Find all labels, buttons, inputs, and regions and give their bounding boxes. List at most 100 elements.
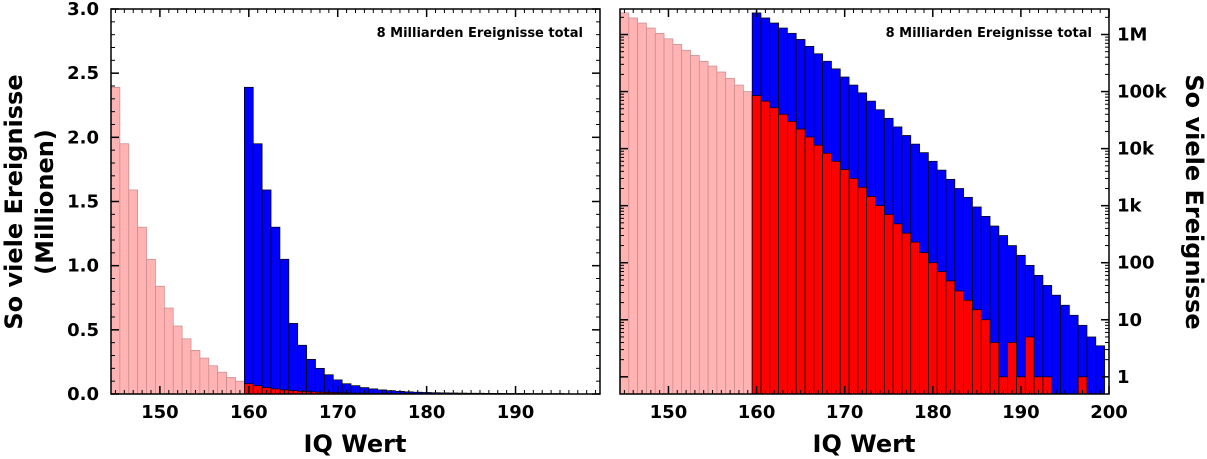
log-bar-178-2	[910, 241, 920, 395]
log-bar-163-2	[778, 113, 788, 395]
log-bar-173-2	[866, 196, 876, 395]
linear-bar-162-1	[261, 189, 272, 395]
log-bar-156-0	[716, 71, 727, 395]
linear-x-axis-label: IQ Wert	[304, 430, 407, 458]
log-bar-194-1	[1051, 294, 1061, 395]
log-bar-170-2	[839, 169, 850, 395]
log-bar-169-2	[831, 160, 841, 395]
linear-bar-161-1	[252, 143, 263, 395]
linear-histogram-panel: 150 160 170 180 190 0.0 0.5 1.0 1.5 2.0 2.5 3.0 8 M…	[0, 0, 601, 458]
log-bar-147-0	[637, 22, 647, 395]
log-bar-196-1	[1068, 314, 1079, 395]
log-bar-180-2	[928, 262, 938, 395]
linear-axis-ticks: 150 160 170 180 190 0.0 0.5 1.0 1.5 2.0 2.5 3.0	[67, 0, 600, 423]
log-bar-155-0	[707, 65, 718, 395]
linear-bar-145-0	[110, 86, 121, 395]
log-bar-175-2	[883, 214, 894, 395]
log-x-tick-label: 150	[650, 402, 688, 423]
log-bar-171-2	[848, 178, 859, 395]
log-total-annotation: 8 Milliarden Ereignisse total	[886, 26, 1092, 41]
log-bar-149-0	[654, 32, 665, 395]
log-bar-190-1	[1016, 254, 1026, 395]
log-bar-174-2	[875, 205, 885, 395]
log-bar-166-2	[804, 136, 815, 395]
linear-y-tick-label: 1.5	[67, 192, 99, 213]
log-bar-198-1	[1086, 336, 1097, 395]
log-y-axis-label: So viele Ereignisse	[1180, 74, 1207, 329]
linear-y-axis-unit-label: (Millionen)	[31, 129, 59, 275]
linear-bar-156-0	[208, 365, 219, 395]
log-bar-157-0	[725, 78, 735, 395]
log-bar-191-2	[1024, 336, 1035, 395]
linear-bar-148-0	[137, 226, 147, 395]
log-bar-160-2	[751, 95, 762, 395]
log-x-tick-label: 190	[1002, 402, 1040, 423]
log-bar-192-1	[1033, 275, 1044, 395]
log-bar-181-2	[936, 271, 947, 395]
linear-bar-149-0	[146, 258, 156, 395]
linear-bar-152-0	[172, 325, 183, 395]
linear-x-tick-label: 170	[319, 402, 357, 423]
log-x-tick-label: 160	[738, 402, 776, 423]
linear-bar-151-0	[164, 307, 174, 395]
linear-x-tick-label: 160	[230, 402, 268, 423]
linear-bar-146-0	[119, 143, 130, 395]
linear-x-tick-label: 190	[497, 402, 535, 423]
log-bar-146-0	[628, 17, 638, 395]
log-y-tick-label: 100k	[1117, 82, 1168, 103]
linear-bar-164-1	[279, 258, 290, 395]
linear-plot-frame	[110, 8, 601, 395]
linear-y-tick-label: 3.0	[67, 0, 99, 20]
log-bar-187-2	[989, 342, 1000, 395]
log-bar-189-2	[1007, 342, 1017, 395]
linear-bar-147-0	[128, 189, 139, 395]
log-bar-184-2	[963, 299, 973, 395]
log-bar-195-1	[1060, 304, 1070, 395]
log-bar-177-2	[901, 232, 912, 395]
log-bar-159-0	[742, 91, 753, 395]
log-bar-161-2	[760, 100, 771, 395]
log-histogram-panel: 150 160 170 180 190 200 1 10 100 1k 10k 100k 1M 8 Mi…	[619, 8, 1207, 458]
log-histogram-bars	[619, 12, 1105, 395]
log-bar-162-2	[769, 107, 779, 395]
log-bar-158-0	[734, 84, 744, 395]
linear-bar-163-1	[270, 226, 281, 395]
log-bar-185-2	[972, 309, 982, 395]
log-bar-179-2	[919, 252, 929, 395]
log-bar-172-2	[857, 186, 868, 395]
log-x-tick-label: 200	[1090, 402, 1128, 423]
log-bar-176-2	[892, 223, 903, 395]
log-bar-152-0	[681, 49, 691, 395]
log-bar-167-2	[813, 144, 824, 395]
log-bar-150-0	[663, 38, 674, 395]
linear-bar-160-1	[244, 86, 254, 395]
log-bar-154-0	[698, 60, 709, 395]
log-bar-165-2	[795, 128, 806, 395]
linear-y-tick-label: 1.0	[67, 256, 99, 277]
log-y-tick-label: 10	[1117, 310, 1142, 331]
log-axis-ticks: 150 160 170 180 190 200 1 10 100 1k 10k 100k 1M	[620, 9, 1168, 423]
linear-y-tick-label: 2.0	[67, 127, 99, 148]
linear-bar-155-0	[199, 357, 210, 395]
linear-y-axis-label: So viele Ereignisse	[0, 74, 28, 329]
log-bar-151-0	[672, 44, 683, 395]
log-bar-153-0	[690, 55, 700, 395]
linear-x-tick-label: 180	[408, 402, 446, 423]
log-bar-182-2	[945, 280, 956, 395]
log-bar-199-1	[1095, 345, 1105, 395]
linear-y-tick-label: 2.5	[67, 63, 99, 84]
log-x-axis-label: IQ Wert	[813, 430, 916, 458]
log-bar-183-2	[954, 290, 964, 395]
linear-y-tick-label: 0.5	[67, 320, 99, 341]
log-bar-148-0	[646, 27, 656, 395]
log-y-tick-label: 1M	[1117, 25, 1147, 46]
log-bar-168-2	[822, 152, 832, 395]
linear-histogram-bars	[110, 86, 565, 395]
log-y-tick-label: 1	[1117, 367, 1130, 388]
linear-bar-165-1	[288, 323, 299, 395]
linear-bar-166-1	[297, 344, 307, 395]
log-y-tick-label: 100	[1117, 253, 1155, 274]
log-x-tick-label: 180	[914, 402, 952, 423]
linear-x-tick-label: 150	[141, 402, 179, 423]
